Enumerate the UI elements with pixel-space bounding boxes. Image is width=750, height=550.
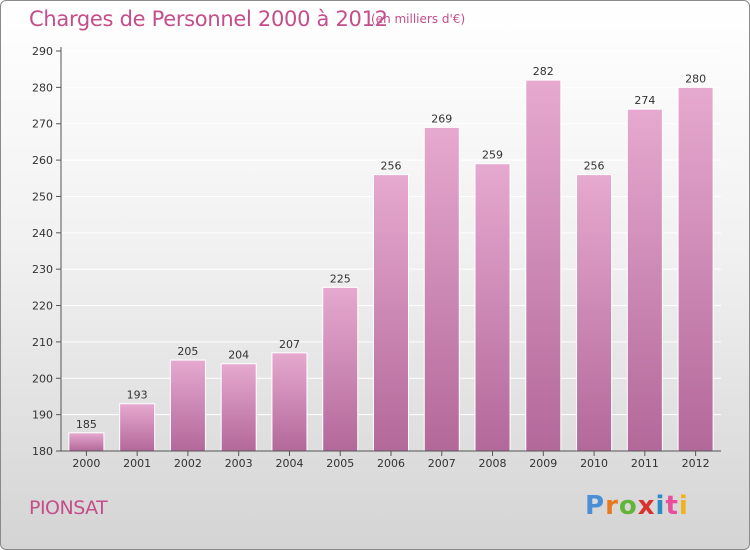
bar-2008 (474, 163, 511, 452)
y-tick-label: 260 (32, 154, 53, 167)
x-tick-label: 2009 (529, 457, 557, 470)
bar-2003 (220, 363, 257, 452)
chart-title: Charges de Personnel 2000 à 2012 (29, 7, 388, 31)
bar-2012 (677, 86, 714, 452)
x-tick-label: 2010 (580, 457, 608, 470)
bar-2005 (322, 286, 359, 452)
bar-2010 (576, 174, 613, 452)
bar-2000 (68, 432, 105, 452)
logo-letter: o (618, 491, 638, 521)
bar-value-label: 193 (127, 389, 148, 402)
x-tick-label: 2011 (631, 457, 659, 470)
bar-2009 (525, 79, 562, 452)
x-tick-label: 2001 (123, 457, 151, 470)
logo-letter: i (678, 491, 689, 521)
bar-2011 (626, 108, 663, 452)
bar-value-label: 259 (482, 149, 503, 162)
x-tick-label: 2003 (225, 457, 253, 470)
bar-value-label: 185 (76, 418, 97, 431)
y-tick-label: 190 (32, 409, 53, 422)
bars: 185 193 205 204 207 225 256 269 259 282 256 274 280 (68, 65, 714, 452)
y-tick-label: 230 (32, 263, 53, 276)
y-tick-label: 220 (32, 300, 53, 313)
logo-letter: r (605, 491, 619, 521)
x-tick-label: 2007 (428, 457, 456, 470)
x-tick-label: 2008 (479, 457, 507, 470)
bar-value-label: 282 (533, 65, 554, 78)
bar-value-label: 269 (431, 112, 452, 125)
bar-value-label: 225 (330, 272, 351, 285)
y-tick-label: 250 (32, 190, 53, 203)
y-tick-label: 280 (32, 81, 53, 94)
x-tick-label: 2000 (72, 457, 100, 470)
bar-value-label: 204 (228, 349, 249, 362)
bar-2007 (423, 126, 460, 452)
bar-value-label: 256 (584, 160, 605, 173)
logo-letter: x (637, 491, 656, 521)
bar-value-label: 205 (177, 345, 198, 358)
bar-2004 (271, 352, 308, 452)
chart-subtitle: (en milliers d'€) (371, 12, 466, 26)
commune-name: PIONSAT (29, 497, 108, 519)
bar-value-label: 256 (381, 160, 402, 173)
bar-value-label: 280 (685, 72, 706, 85)
axes: 180 190 200 210 220 230 240 250 260 270 280 290 2000… (32, 45, 721, 470)
y-tick-label: 210 (32, 336, 53, 349)
x-tick-label: 2002 (174, 457, 202, 470)
x-tick-label: 2005 (326, 457, 354, 470)
bar-value-label: 274 (634, 94, 655, 107)
y-tick-label: 270 (32, 118, 53, 131)
proxiti-logo[interactable]: Proxiti (585, 491, 689, 521)
bar-2001 (119, 403, 156, 452)
y-tick-label: 290 (32, 45, 53, 58)
logo-letter: i (655, 491, 666, 521)
y-tick-label: 180 (32, 445, 53, 458)
y-tick-label: 200 (32, 372, 53, 385)
logo-letter: P (585, 491, 606, 521)
bar-value-label: 207 (279, 338, 300, 351)
x-tick-label: 2004 (275, 457, 303, 470)
bar-2006 (372, 174, 410, 452)
logo-letter: t (665, 491, 679, 521)
x-tick-label: 2012 (682, 457, 710, 470)
y-tick-label: 240 (32, 227, 53, 240)
x-tick-label: 2006 (377, 457, 405, 470)
bar-2002 (169, 359, 206, 452)
